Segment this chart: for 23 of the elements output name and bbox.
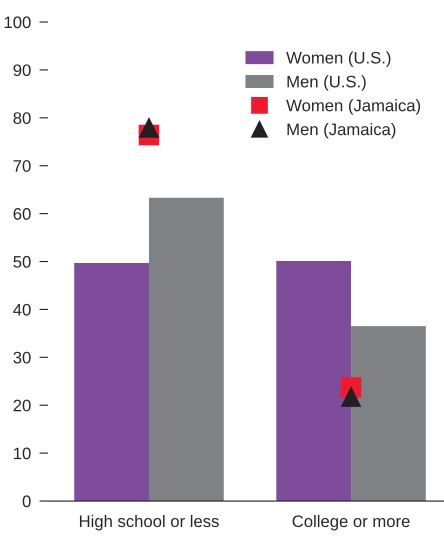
y-tick-label: 10 — [14, 448, 31, 460]
y-tick-label: 50 — [13, 256, 31, 268]
y-tick-label: 0 — [22, 495, 31, 508]
bar — [148, 198, 224, 502]
point — [340, 386, 362, 407]
legend-label: Women (Jamaica) — [286, 99, 420, 115]
y-tick-label: 30 — [13, 352, 31, 364]
legend-label: Men (U.S.) — [288, 75, 366, 91]
point — [138, 117, 160, 138]
legend-label: Women (U.S.) — [286, 51, 390, 67]
x-tick-label: High school or less — [80, 514, 219, 530]
bar — [351, 326, 426, 502]
y-tick-label: 70 — [14, 160, 31, 172]
y-tick-label: 100 — [4, 16, 31, 28]
x-tick-label: College or more — [292, 514, 410, 530]
bar — [74, 262, 149, 502]
y-tick-label: 90 — [14, 64, 31, 76]
y-tick-label: 40 — [13, 304, 31, 316]
bar — [276, 261, 352, 502]
y-tick-label: 80 — [13, 112, 31, 124]
y-tick-label: 60 — [14, 208, 31, 220]
legend-label: Men (Jamaica) — [288, 122, 396, 139]
y-tick-label: 20 — [14, 400, 31, 412]
